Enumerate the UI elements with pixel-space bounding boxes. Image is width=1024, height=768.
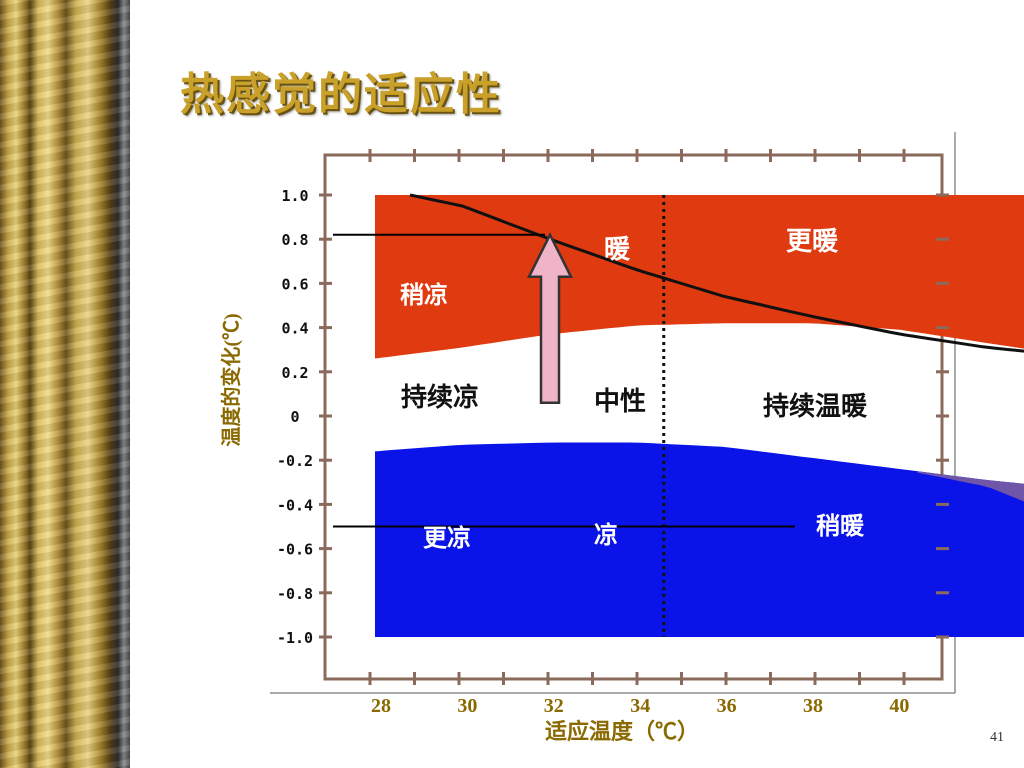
x-axis-title: 适应温度（℃） [545,719,699,744]
region-label: 中性 [594,387,646,417]
x-tick-label: 28 [371,695,391,717]
slide-title: 热感觉的适应性 [180,69,502,120]
y-tick-label: -0.2 [277,452,313,470]
y-tick-label: -0.4 [277,496,313,514]
page-number: 41 [990,730,1004,745]
y-tick-label: 0.6 [281,275,308,293]
y-tick-label: 0.2 [281,364,308,382]
x-tick-label: 30 [457,695,477,717]
x-tick-label: 38 [803,695,823,717]
regions-layer [375,195,1024,637]
y-tick-label: 0 [290,408,299,426]
region-label: 持续温暖 [763,391,868,422]
region-cool [375,442,1024,637]
labels-layer: 1.0 0.8 0.6 0.4 0.2 0 -0.2 -0.4 -0.6 -0.8 -1.0 28 30… [277,187,909,717]
y-tick-label: -1.0 [277,629,313,647]
y-tick-label: -0.6 [277,541,313,559]
y-axis-title: 温度的变化(℃) [219,313,243,446]
region-warm [375,195,1024,359]
lines-layer [333,193,1024,637]
y-tick-label: 0.4 [281,320,308,338]
y-tick-label: -0.8 [277,585,313,603]
x-tick-label: 40 [889,695,909,717]
region-slightly-warm [917,471,1024,502]
region-label: 持续凉 [401,382,479,413]
y-tick-label: 1.0 [281,187,308,205]
region-label: 更暖 [786,227,839,257]
x-tick-label: 32 [544,695,564,717]
region-label: 稍凉 [400,281,448,309]
region-label: 暖 [604,235,631,265]
ticks-layer [319,149,949,685]
arrow-up [526,231,574,404]
decorative-gold-border [0,0,130,768]
region-label: 凉 [594,521,618,549]
y-tick-label: 0.8 [281,231,308,249]
region-label: 稍暖 [816,512,865,540]
x-tick-label: 36 [717,695,737,717]
arrows-layer [526,231,574,404]
warm-cool-boundary-curve [409,193,1024,353]
x-tick-label: 34 [630,695,650,717]
region-label: 更凉 [423,524,471,552]
